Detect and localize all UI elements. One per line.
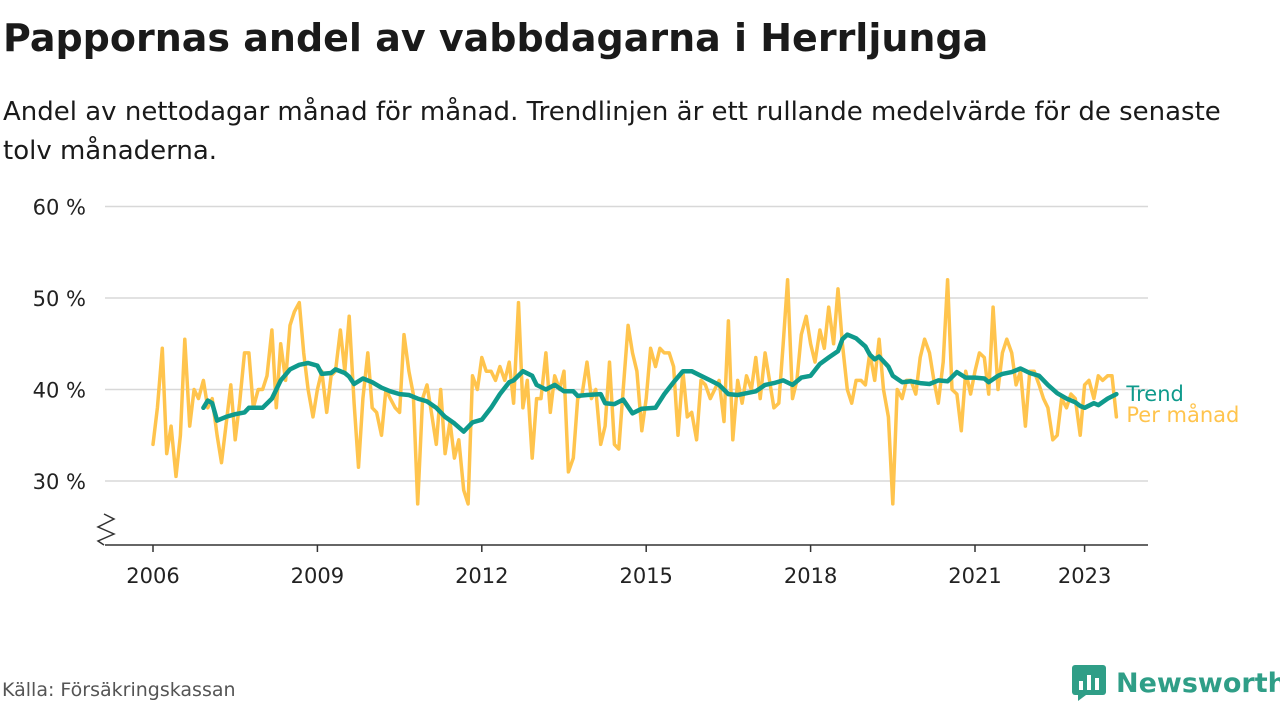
axis-break-mark [96,513,116,546]
x-tick-label: 2023 [1058,564,1111,588]
newsworthy-logo: Newsworthy [1072,665,1280,701]
axes: 30 % 40 % 50 % 60 % 2006 2009 2012 2015 2018 2021… [33,196,1148,588]
series-label-monthly: Per månad [1126,402,1239,427]
source-note: Källa: Försäkringskassan [2,679,236,701]
y-tick-label: 40 % [33,379,86,403]
brand-name: Newsworthy [1116,667,1280,699]
series-line-monthly [151,277,1119,506]
y-tick-label: 60 % [33,196,86,220]
series-label-trend: Trend [1125,382,1183,406]
series-lines [151,277,1119,506]
x-tick-label: 2006 [126,564,179,588]
series-line-trend [201,332,1119,434]
x-tick-label: 2009 [291,564,344,588]
x-tick-label: 2012 [455,564,508,588]
y-tick-label: 30 % [33,470,86,494]
x-tick-label: 2021 [948,564,1001,588]
x-tick-label: 2018 [784,564,837,588]
y-tick-label: 50 % [33,287,86,311]
chart-subtitle: Andel av nettodagar månad för månad. Tre… [3,97,1221,166]
line-chart: 30 % 40 % 50 % 60 % 2006 2009 2012 2015 2018 2021… [33,196,1240,589]
bar-chart-icon [1072,665,1106,701]
x-tick-label: 2015 [619,564,672,588]
chart-title: Pappornas andel av vabbdagarna i Herrlju… [3,16,989,60]
